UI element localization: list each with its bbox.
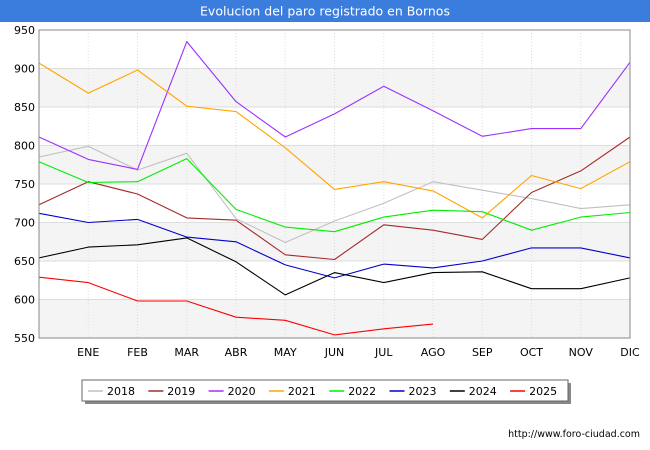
chart-title: Evolucion del paro registrado en Bornos bbox=[200, 4, 450, 19]
series-line-2025 bbox=[38, 276, 434, 336]
legend-items: 2018 2019 2020 2021 2022 2023 2024 2025 bbox=[88, 385, 557, 398]
plot-frame bbox=[38, 29, 631, 339]
y-tick-label: 800 bbox=[14, 140, 35, 153]
y-tick-label: 700 bbox=[14, 217, 35, 230]
x-tick-label: MAY bbox=[274, 346, 297, 359]
y-tick-label: 600 bbox=[14, 294, 35, 307]
x-tick-label: ABR bbox=[225, 346, 248, 359]
legend-label-2024: 2024 bbox=[469, 385, 497, 398]
legend-label-2019: 2019 bbox=[167, 385, 195, 398]
x-tick-label: ENE bbox=[77, 346, 99, 359]
legend: 2018 2019 2020 2021 2022 2023 2024 2025 bbox=[81, 379, 571, 404]
x-tick-label: SEP bbox=[472, 346, 493, 359]
x-tick-label: AGO bbox=[421, 346, 446, 359]
x-tick-label: JUL bbox=[374, 346, 393, 359]
y-tick-label: 750 bbox=[14, 178, 35, 191]
series-line-2024 bbox=[38, 237, 631, 296]
series-lines bbox=[38, 41, 631, 336]
legend-label-2021: 2021 bbox=[288, 385, 316, 398]
legend-label-2018: 2018 bbox=[107, 385, 135, 398]
series-line-2019 bbox=[38, 136, 631, 261]
y-tick-labels: 550 600 650 700 750 800 850 900 950 bbox=[14, 24, 35, 345]
grid-band bbox=[39, 30, 630, 69]
series-line-2018 bbox=[38, 145, 631, 244]
x-tick-label: NOV bbox=[569, 346, 594, 359]
x-tick-labels: ENE FEB MAR ABR MAY JUN JUL AGO SEP OCT NOV DIC bbox=[77, 346, 640, 359]
legend-label-2022: 2022 bbox=[348, 385, 376, 398]
x-tick-label: MAR bbox=[174, 346, 199, 359]
x-tick-label: JUN bbox=[324, 346, 345, 359]
y-tick-label: 550 bbox=[14, 332, 35, 345]
series-line-2020 bbox=[38, 41, 631, 170]
y-tick-label: 900 bbox=[14, 63, 35, 76]
source-url[interactable]: http://www.foro-ciudad.com bbox=[508, 429, 640, 440]
legend-label-2023: 2023 bbox=[409, 385, 437, 398]
x-tick-label: OCT bbox=[520, 346, 543, 359]
y-tick-label: 950 bbox=[14, 24, 35, 37]
y-tick-label: 650 bbox=[14, 255, 35, 268]
y-tick-label: 850 bbox=[14, 101, 35, 114]
series-line-2021 bbox=[38, 62, 631, 219]
legend-label-2025: 2025 bbox=[529, 385, 557, 398]
legend-box bbox=[81, 379, 569, 402]
series-line-2023 bbox=[38, 212, 631, 279]
x-tick-label: DIC bbox=[620, 346, 640, 359]
title-bar bbox=[0, 0, 650, 22]
x-tick-label: FEB bbox=[127, 346, 148, 359]
series-line-2022 bbox=[38, 158, 631, 233]
grid-band bbox=[39, 261, 630, 300]
legend-label-2020: 2020 bbox=[228, 385, 256, 398]
